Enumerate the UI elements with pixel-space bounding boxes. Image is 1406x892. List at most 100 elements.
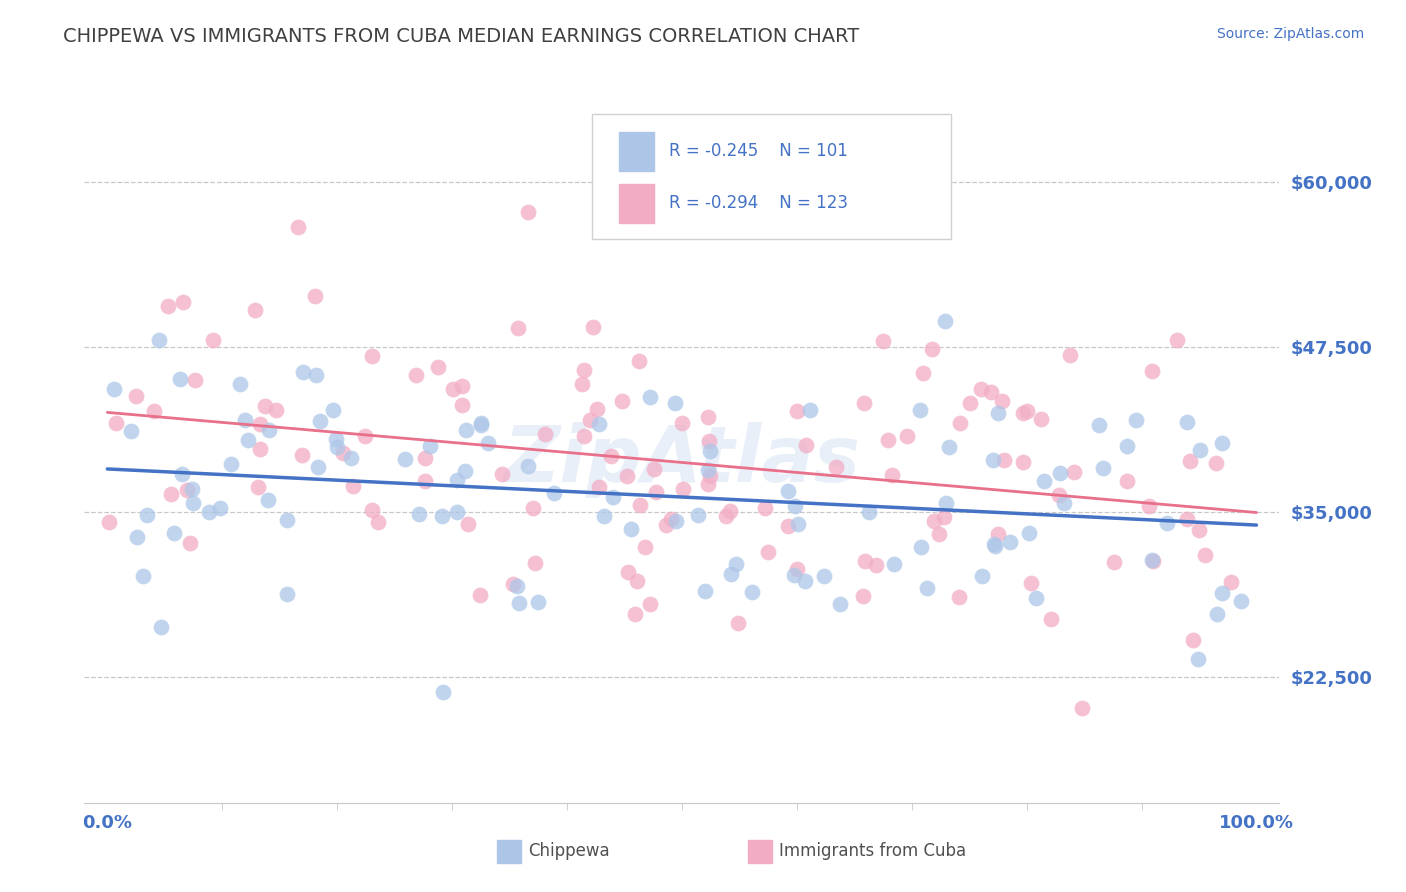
Point [1166,333,1188,347]
Point [1040,612,1063,626]
Point [628,354,651,368]
Point [579,413,602,427]
Point [1047,488,1070,502]
Point [332,446,354,460]
Point [522,501,544,516]
Point [659,511,682,525]
Point [934,314,956,328]
Point [1175,415,1198,429]
Point [1049,466,1071,480]
Point [638,391,661,405]
Point [654,517,676,532]
Point [405,368,427,382]
Point [266,403,288,417]
Point [600,449,623,463]
Point [959,396,981,410]
Point [446,474,468,488]
Point [1025,591,1047,605]
Point [876,434,898,448]
Point [697,434,720,449]
Point [645,484,668,499]
Point [256,493,278,508]
Point [620,522,643,536]
Point [626,574,648,589]
Point [990,393,1012,408]
Point [1178,453,1201,467]
Point [699,444,721,458]
Point [896,429,918,443]
Point [1059,348,1081,362]
Point [720,567,742,582]
Point [572,428,595,442]
Point [696,477,718,491]
Bar [748,840,772,863]
Point [430,508,453,523]
Text: Source: ZipAtlas.com: Source: ZipAtlas.com [1216,27,1364,41]
Point [419,439,441,453]
Point [980,385,1002,400]
Point [477,435,499,450]
Point [249,417,271,431]
Point [697,409,720,424]
Point [787,516,810,531]
Point [983,537,1005,551]
Point [1125,413,1147,427]
Point [98,515,121,529]
Point [714,509,737,524]
Point [778,519,800,533]
Point [1137,499,1160,513]
Point [911,366,934,380]
Point [984,539,1007,553]
Point [1088,417,1111,432]
Point [1053,496,1076,510]
Point [1175,511,1198,525]
Point [249,442,271,456]
Point [506,579,529,593]
Point [880,467,903,482]
Point [634,540,657,554]
Text: R = -0.294    N = 123: R = -0.294 N = 123 [669,194,848,212]
Point [361,503,384,517]
Point [517,458,540,473]
Point [1156,516,1178,530]
Point [259,423,281,437]
Point [491,467,513,482]
Point [308,414,330,428]
Point [1063,465,1085,479]
Point [602,490,624,504]
Point [741,585,763,599]
Point [221,458,243,472]
Point [571,376,593,391]
Point [163,525,186,540]
Point [120,424,142,438]
Point [1194,548,1216,562]
FancyBboxPatch shape [592,114,950,239]
Point [307,459,329,474]
Point [326,440,349,454]
Point [688,508,710,522]
Point [160,487,183,501]
Point [516,204,538,219]
Text: CHIPPEWA VS IMMIGRANTS FROM CUBA MEDIAN EARNINGS CORRELATION CHART: CHIPPEWA VS IMMIGRANTS FROM CUBA MEDIAN … [63,27,859,45]
Point [451,398,474,412]
Point [104,416,127,430]
Point [813,569,835,583]
Point [103,382,125,396]
Point [451,379,474,393]
Point [361,349,384,363]
Point [253,399,276,413]
Point [202,333,225,347]
Point [148,333,170,347]
Point [132,569,155,583]
Point [1019,575,1042,590]
Point [322,403,344,417]
Text: R = -0.245    N = 101: R = -0.245 N = 101 [669,143,848,161]
Point [981,452,1004,467]
Point [724,557,747,571]
Point [699,469,721,483]
Point [1220,575,1243,590]
Point [825,460,848,475]
Point [754,500,776,515]
Point [970,383,993,397]
Point [935,495,957,509]
